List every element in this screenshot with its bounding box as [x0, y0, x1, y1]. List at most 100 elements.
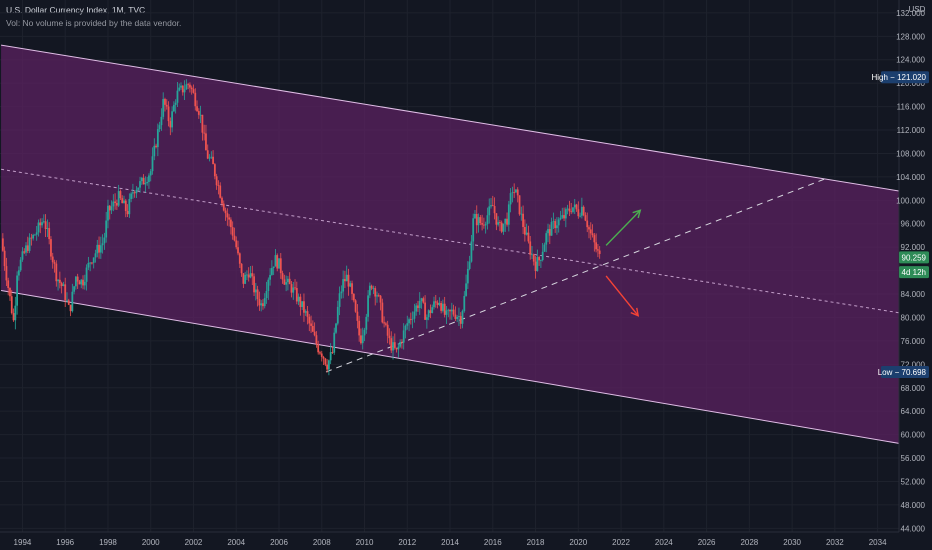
flag-low[interactable] [881, 365, 929, 378]
candle-body [156, 129, 159, 148]
x-tick-label: 1996 [56, 538, 74, 547]
candle-body [475, 213, 478, 226]
candle-body [242, 273, 245, 284]
candle-body [238, 253, 241, 264]
candle-body [121, 198, 124, 204]
candle-body [584, 215, 587, 221]
support-trendline[interactable] [325, 178, 825, 373]
candle-body [402, 330, 405, 343]
candle-body [449, 309, 451, 312]
candle-body [269, 274, 271, 280]
candle-body [344, 279, 346, 282]
candle-body [140, 177, 143, 182]
x-tick-label: 2028 [740, 538, 758, 547]
currency-label: USD [909, 5, 926, 14]
bearish-arrow-shaft[interactable] [605, 275, 639, 317]
candle-body [119, 191, 122, 199]
candle-body [538, 257, 541, 261]
candle-body [226, 213, 229, 218]
candle-body [270, 268, 273, 275]
candle-body [98, 244, 100, 253]
y-tick-label: 80.000 [901, 313, 926, 322]
y-tick-label: 72.000 [901, 360, 926, 369]
candle-body [420, 298, 423, 301]
candle-body [534, 261, 537, 272]
candle-body [331, 352, 334, 353]
candle-body [452, 309, 455, 315]
candle-body [333, 332, 336, 353]
candle-body [272, 266, 275, 269]
y-tick-label: 44.000 [901, 524, 926, 533]
candle-body [495, 213, 498, 225]
candle-body [311, 325, 314, 332]
candle-body [231, 227, 234, 236]
candle-body [340, 291, 343, 294]
candle-body [110, 206, 113, 211]
x-tick-label: 2016 [484, 538, 502, 547]
candle-body [445, 310, 448, 315]
bullish-arrow-shaft[interactable] [605, 209, 641, 246]
channel-upper-line[interactable] [0, 44, 900, 192]
candle-body [176, 90, 179, 103]
candle-body [427, 310, 430, 318]
candle-body [206, 150, 209, 159]
x-tick-label: 2002 [185, 538, 203, 547]
candle-body [442, 303, 444, 311]
candle-body [516, 189, 519, 196]
candle-body [486, 215, 489, 225]
candle-body [303, 301, 305, 313]
candle-body [91, 262, 93, 264]
candle-body [310, 323, 312, 326]
candle-body [37, 222, 40, 233]
candle-body [212, 156, 214, 165]
candle-body [224, 210, 227, 214]
candle-body [319, 352, 321, 354]
candle-body [222, 203, 225, 211]
candle-body [450, 309, 453, 312]
candle-body [185, 84, 188, 90]
bearish-arrow-head [630, 307, 640, 317]
candle-body [139, 181, 141, 188]
candle-body [199, 114, 202, 116]
candle-body [279, 258, 282, 274]
candle-body [306, 311, 309, 317]
candle-body [411, 318, 414, 320]
candle-body [541, 251, 544, 261]
flag-high[interactable] [881, 71, 929, 84]
y-tick-label: 96.000 [901, 220, 926, 229]
candle-body [60, 282, 63, 286]
candle-body [474, 213, 476, 219]
candle-body [167, 106, 170, 122]
candle-body [240, 263, 243, 274]
candle-body [62, 284, 65, 286]
flag-countdown[interactable] [899, 266, 929, 279]
candle-body [443, 303, 446, 315]
channel-lower-line[interactable] [0, 290, 900, 444]
candle-body [463, 295, 466, 311]
candle-body [313, 331, 316, 336]
candle-body [83, 281, 86, 286]
channel-midline[interactable] [0, 168, 900, 314]
candle-body [155, 145, 157, 148]
candle-body [229, 219, 232, 228]
candle-body [162, 98, 165, 117]
candle-body [459, 316, 462, 324]
candle-body [114, 201, 116, 203]
candle-body [74, 276, 77, 287]
x-tick-label: 2024 [655, 538, 673, 547]
candle-body [301, 301, 304, 308]
candle-body [561, 215, 564, 218]
candle-body [515, 189, 517, 193]
flag-label-countdown: 4d 12h [902, 268, 926, 277]
candle-body [14, 305, 17, 321]
candle-body [509, 193, 512, 205]
candle-body [315, 335, 318, 345]
candle-body [149, 171, 152, 176]
candle-body [265, 290, 268, 299]
candle-body [256, 289, 259, 300]
flag-last[interactable] [899, 251, 929, 264]
flag-label-high: High − 121.020 [872, 73, 927, 82]
candle-body [87, 262, 90, 268]
